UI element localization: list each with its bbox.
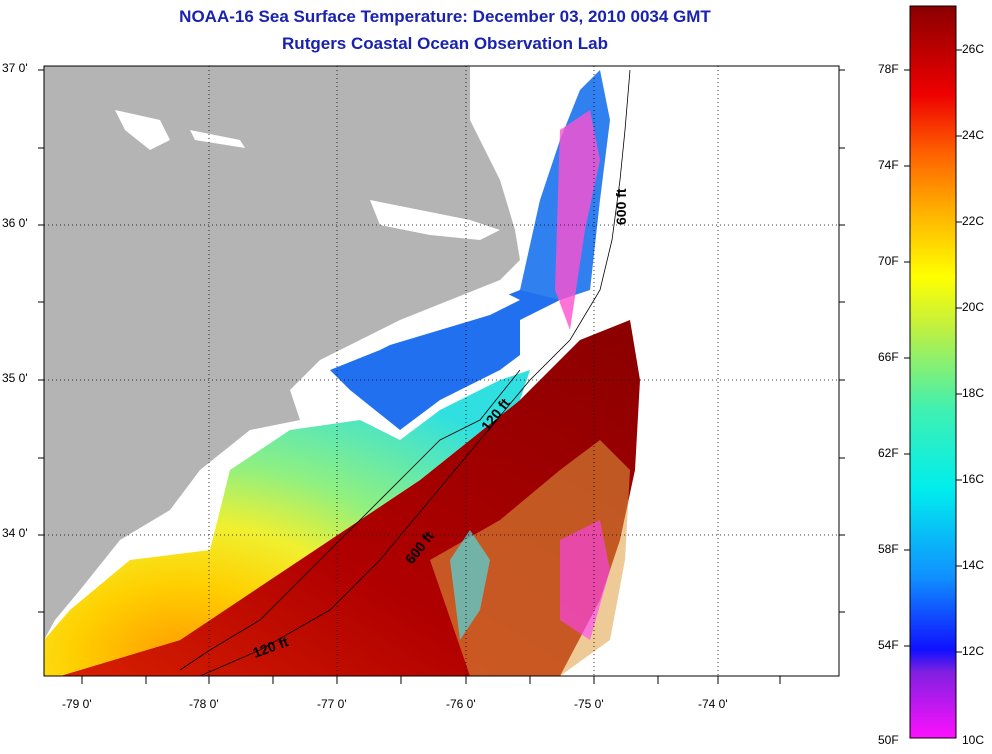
colorbar-f-50: 50F bbox=[878, 733, 899, 747]
pink-patch-offshore bbox=[560, 520, 610, 640]
bottom-ticks bbox=[81, 676, 781, 684]
map-frame bbox=[43, 65, 840, 677]
lon-label-78: -78 0' bbox=[189, 697, 219, 711]
left-ticks bbox=[38, 69, 44, 613]
graticule bbox=[44, 66, 839, 676]
albemarle-sound bbox=[370, 200, 500, 240]
colorbar-f-78: 78F bbox=[878, 62, 899, 76]
lon-label-75: -75 0' bbox=[574, 697, 604, 711]
colorbar-f-66: 66F bbox=[878, 350, 899, 364]
right-ticks bbox=[839, 69, 845, 613]
map-subtitle: Rutgers Coastal Ocean Observation Lab bbox=[282, 34, 608, 53]
contour-120ft bbox=[179, 369, 521, 671]
colorbar-ticks bbox=[904, 49, 962, 653]
colorbar-c-14: 14C bbox=[962, 558, 985, 572]
colorbar-c-18: 18C bbox=[962, 386, 985, 400]
contour-600ft-north bbox=[199, 69, 631, 676]
lat-label-35: 35 0' bbox=[2, 371, 28, 385]
colorbar-c-22: 22C bbox=[962, 214, 985, 228]
lake-inland bbox=[115, 110, 170, 150]
colorbar bbox=[909, 5, 957, 739]
colorbar-c-20: 20C bbox=[962, 300, 985, 314]
river-inland bbox=[190, 130, 245, 148]
colorbar-f-74: 74F bbox=[878, 158, 899, 172]
cold-coastal-water bbox=[330, 280, 560, 430]
lat-label-34: 34 0' bbox=[2, 526, 28, 540]
pamlico-sound bbox=[360, 290, 520, 345]
lon-label-74: -74 0' bbox=[698, 697, 728, 711]
map-area bbox=[44, 66, 839, 676]
contour-label-600-north: 600 ft bbox=[613, 188, 629, 225]
lat-label-37: 37 0' bbox=[2, 61, 28, 75]
colorbar-c-24: 24C bbox=[962, 128, 985, 142]
colorbar-c-10: 10C bbox=[962, 733, 985, 747]
lon-label-76: -76 0' bbox=[446, 697, 476, 711]
lat-label-36: 36 0' bbox=[2, 216, 28, 230]
colorbar-f-58: 58F bbox=[878, 542, 899, 556]
lon-label-77: -77 0' bbox=[317, 697, 347, 711]
pink-northern-patch bbox=[555, 110, 600, 330]
colorbar-f-70: 70F bbox=[878, 254, 899, 268]
shelf-water bbox=[44, 340, 540, 676]
colorbar-f-54: 54F bbox=[878, 638, 899, 652]
cape-hatteras-gap bbox=[520, 300, 560, 365]
lon-label-79: -79 0' bbox=[62, 697, 92, 711]
colorbar-c-16: 16C bbox=[962, 472, 985, 486]
colorbar-c-12: 12C bbox=[962, 644, 985, 658]
map-title: NOAA-16 Sea Surface Temperature: Decembe… bbox=[179, 7, 711, 26]
cool-patch-offshore bbox=[450, 530, 490, 640]
colorbar-f-62: 62F bbox=[878, 446, 899, 460]
colorbar-c-26: 26C bbox=[962, 42, 985, 56]
